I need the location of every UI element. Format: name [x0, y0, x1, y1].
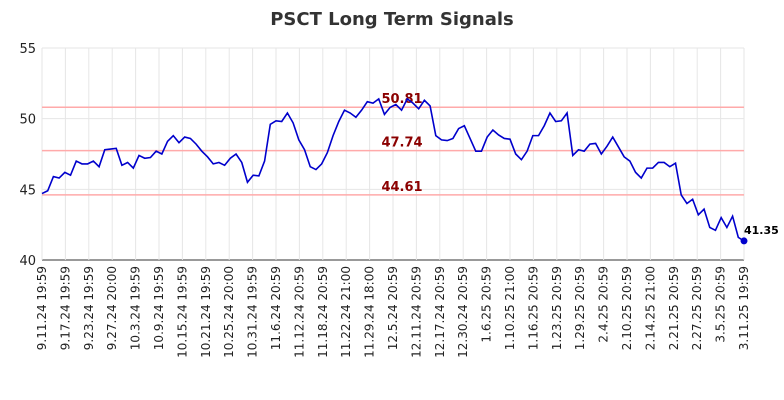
y-tick-label: 40 [19, 254, 36, 269]
price-series-line [41, 97, 745, 242]
signal-level-label: 44.61 [381, 180, 422, 195]
x-tick-label: 10.15.24 19:59 [175, 266, 189, 358]
x-axis-ticks: 9.11.24 19:59 9.17.24 19:59 9.23.24 19:59 9… [35, 266, 751, 358]
x-tick-label: 1.23.25 20:59 [550, 266, 564, 350]
x-tick-label: 2.14.25 21:00 [643, 266, 657, 350]
signal-level-label: 50.81 [381, 92, 422, 107]
x-tick-label: 2.27.25 20:59 [690, 266, 704, 350]
x-tick-label: 12.30.24 20:59 [456, 266, 470, 358]
x-tick-label: 2.4.25 20:59 [597, 266, 611, 343]
x-tick-label: 1.10.25 21:00 [503, 266, 517, 350]
x-tick-label: 9.23.24 19:59 [82, 266, 96, 350]
y-tick-label: 45 [19, 183, 36, 198]
x-tick-label: 11.29.24 18:00 [363, 266, 377, 358]
last-price-label: 41.35 [744, 224, 779, 237]
x-tick-label: 1.29.25 20:59 [573, 266, 587, 350]
x-tick-label: 2.21.25 20:59 [667, 266, 681, 350]
x-tick-label: 3.11.25 19:59 [737, 266, 751, 350]
x-tick-label: 12.17.24 20:59 [433, 266, 447, 358]
x-tick-label: 10.3.24 19:59 [129, 266, 143, 350]
x-tick-label: 12.11.24 20:59 [409, 266, 423, 358]
x-tick-label: 9.27.24 20:00 [105, 266, 119, 350]
signal-levels: 50.81 47.74 44.61 [42, 92, 744, 196]
x-tick-label: 11.6.24 20:59 [269, 266, 283, 350]
signal-level-label: 47.74 [381, 136, 422, 151]
x-tick-label: 9.17.24 19:59 [58, 266, 72, 350]
x-tick-label: 11.12.24 20:59 [292, 266, 306, 358]
x-tick-label: 10.9.24 19:59 [152, 266, 166, 350]
x-tick-label: 10.31.24 19:59 [246, 266, 260, 358]
last-price-point [740, 237, 748, 245]
x-tick-label: 12.5.24 20:59 [386, 266, 400, 350]
x-tick-label: 11.18.24 20:59 [316, 266, 330, 358]
chart-title: PSCT Long Term Signals [270, 9, 514, 30]
x-tick-label: 1.6.25 20:59 [480, 266, 494, 343]
y-tick-label: 50 [19, 113, 36, 128]
x-tick-label: 11.22.24 21:00 [339, 266, 353, 358]
y-tick-label: 55 [19, 42, 36, 57]
x-tick-label: 9.11.24 19:59 [35, 266, 49, 350]
x-tick-label: 1.16.25 20:59 [526, 266, 540, 350]
grid [41, 47, 745, 261]
x-tick-label: 2.10.25 20:59 [620, 266, 634, 350]
x-tick-label: 10.21.24 19:59 [199, 266, 213, 358]
y-axis-ticks: 40 45 50 55 [19, 42, 36, 269]
x-tick-label: 3.5.25 20:59 [714, 266, 728, 343]
x-tick-label: 10.25.24 20:00 [222, 266, 236, 358]
